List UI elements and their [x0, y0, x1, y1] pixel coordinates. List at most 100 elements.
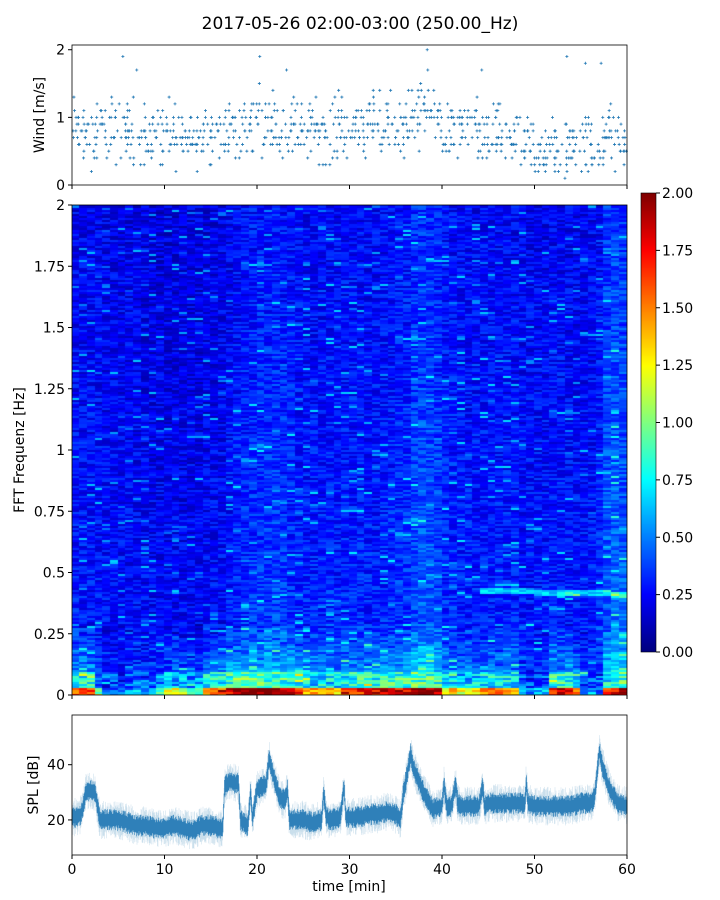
- wind-point: [191, 142, 195, 146]
- wind-point: [275, 109, 279, 113]
- wind-point: [171, 129, 175, 133]
- spectrogram-axes-frame: [71, 204, 628, 696]
- wind-point: [125, 102, 129, 106]
- wind-point: [244, 115, 248, 119]
- wind-point: [557, 169, 561, 173]
- wind-point: [529, 122, 533, 126]
- wind-point: [92, 149, 96, 153]
- wind-point: [585, 136, 589, 140]
- colorbar-tick-label: 2.00: [662, 186, 693, 202]
- wind-point: [171, 136, 175, 140]
- wind-point: [549, 136, 553, 140]
- wind-point: [558, 163, 562, 167]
- wind-point: [527, 136, 531, 140]
- wind-point: [95, 115, 99, 119]
- wind-point: [74, 115, 78, 119]
- wind-point: [281, 109, 285, 113]
- wind-point: [216, 129, 220, 133]
- wind-point: [551, 142, 555, 146]
- wind-point: [255, 102, 259, 106]
- wind-point: [583, 115, 587, 119]
- wind-point: [233, 129, 237, 133]
- wind-point: [619, 122, 623, 126]
- wind-point: [565, 136, 569, 140]
- wind-point: [425, 115, 429, 119]
- wind-point: [512, 122, 516, 126]
- spectrogram-ytick-label: 1.5: [43, 321, 65, 337]
- wind-point: [401, 122, 405, 126]
- wind-point: [556, 149, 560, 153]
- wind-point: [598, 156, 602, 160]
- wind-point: [417, 95, 421, 99]
- wind-point: [538, 142, 542, 146]
- wind-point: [117, 102, 121, 106]
- wind-point: [239, 149, 243, 153]
- wind-point: [325, 136, 329, 140]
- wind-point: [617, 142, 621, 146]
- wind-point: [237, 156, 241, 160]
- wind-point: [195, 149, 199, 153]
- wind-point: [144, 136, 148, 140]
- wind-point: [570, 136, 574, 140]
- wind-point: [126, 136, 130, 140]
- wind-point: [553, 163, 557, 167]
- wind-point: [201, 142, 205, 146]
- wind-point: [452, 115, 456, 119]
- spl-xtick-label: 10: [156, 862, 174, 878]
- wind-point: [121, 54, 125, 58]
- wind-point: [586, 169, 590, 173]
- wind-point: [617, 115, 621, 119]
- wind-point: [538, 163, 542, 167]
- wind-point: [73, 109, 77, 113]
- wind-point: [483, 136, 487, 140]
- wind-point: [608, 129, 612, 133]
- wind-point: [438, 102, 442, 106]
- wind-point: [218, 122, 222, 126]
- wind-point: [402, 156, 406, 160]
- wind-point: [510, 156, 514, 160]
- wind-point: [482, 142, 486, 146]
- wind-point: [224, 109, 228, 113]
- wind-point: [356, 142, 360, 146]
- wind-point: [331, 156, 335, 160]
- wind-ytick-label: 1: [56, 110, 65, 126]
- wind-point: [447, 149, 451, 153]
- wind-point: [249, 109, 253, 113]
- wind-point: [490, 142, 494, 146]
- wind-point: [404, 115, 408, 119]
- wind-point: [418, 122, 422, 126]
- wind-point: [289, 115, 293, 119]
- wind-point: [466, 109, 470, 113]
- wind-point: [83, 136, 87, 140]
- wind-point: [415, 102, 419, 106]
- wind-point: [580, 169, 584, 173]
- wind-point: [201, 149, 205, 153]
- wind-point: [393, 115, 397, 119]
- wind-point: [545, 142, 549, 146]
- wind-point: [371, 88, 375, 92]
- wind-point: [343, 142, 347, 146]
- wind-point: [386, 102, 390, 106]
- wind-point: [126, 142, 130, 146]
- wind-point: [609, 102, 613, 106]
- wind-point: [571, 149, 575, 153]
- wind-point: [74, 129, 78, 133]
- wind-point: [361, 115, 365, 119]
- wind-point: [461, 129, 465, 133]
- wind-point: [347, 129, 351, 133]
- wind-point: [316, 142, 320, 146]
- wind-point: [229, 122, 233, 126]
- wind-point: [271, 88, 275, 92]
- wind-point: [80, 129, 84, 133]
- wind-point: [376, 122, 380, 126]
- wind-point: [383, 129, 387, 133]
- wind-point: [197, 136, 201, 140]
- wind-point: [149, 149, 153, 153]
- wind-point: [296, 142, 300, 146]
- wind-point: [151, 115, 155, 119]
- wind-point: [446, 102, 450, 106]
- wind-point: [500, 129, 504, 133]
- wind-point: [92, 156, 96, 160]
- wind-point: [173, 102, 177, 106]
- figure-title: 2017-05-26 02:00-03:00 (250.00_Hz): [201, 14, 519, 34]
